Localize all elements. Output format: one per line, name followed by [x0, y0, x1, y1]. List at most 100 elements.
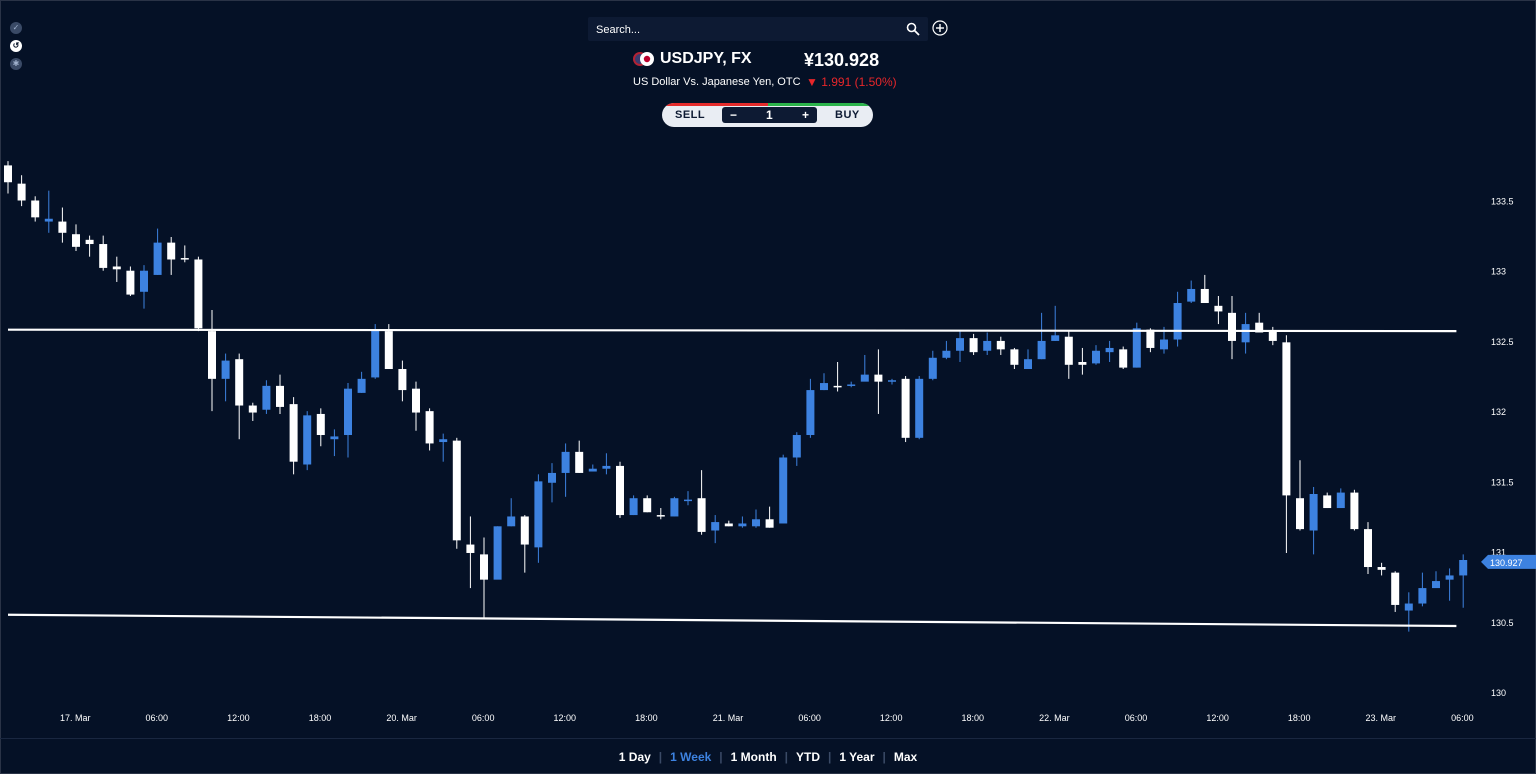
- candle-body: [1309, 493, 1318, 531]
- period-ytd[interactable]: YTD: [796, 750, 821, 764]
- increment-button[interactable]: +: [802, 108, 810, 122]
- period-max[interactable]: Max: [893, 750, 918, 764]
- candle-body: [262, 385, 271, 410]
- candle-body: [969, 338, 978, 353]
- buy-button[interactable]: BUY: [835, 109, 860, 121]
- decrement-button[interactable]: −: [730, 108, 738, 122]
- candle-body: [520, 516, 529, 545]
- candle-body: [711, 522, 720, 531]
- period-1-month[interactable]: 1 Month: [730, 750, 777, 764]
- candle-body: [928, 357, 937, 379]
- candle-body: [901, 378, 910, 438]
- undo-icon[interactable]: ↺: [10, 40, 22, 52]
- candle-body: [1350, 492, 1359, 530]
- current-price: ¥130.928: [804, 50, 880, 70]
- candle-body: [1255, 322, 1264, 333]
- candle-body: [1418, 588, 1427, 604]
- candle-body: [153, 242, 162, 275]
- candle-body: [316, 413, 325, 436]
- candle-body: [1214, 305, 1223, 312]
- candle-body: [194, 259, 203, 329]
- candle-body: [398, 369, 407, 391]
- quantity-value[interactable]: 1: [766, 108, 773, 122]
- candle-body: [1173, 303, 1182, 340]
- candle-body: [480, 554, 488, 580]
- search-icon[interactable]: [906, 22, 920, 36]
- candle-body: [656, 515, 665, 517]
- candle-body: [1200, 288, 1209, 304]
- candle-body: [1037, 340, 1046, 360]
- currency-flag-icon: [633, 52, 654, 66]
- separator: |: [719, 750, 723, 764]
- x-tick-label: 20. Mar: [386, 713, 417, 723]
- candle-body: [588, 468, 597, 472]
- separator: |: [658, 750, 663, 764]
- candle-body: [575, 451, 584, 473]
- candle-body: [99, 244, 108, 268]
- candle-body: [425, 411, 434, 444]
- candle-body: [1336, 492, 1345, 509]
- candle-body: [221, 360, 230, 379]
- candle-body: [180, 258, 189, 260]
- candle-body: [344, 388, 352, 436]
- candle-body: [44, 218, 53, 222]
- separator: |: [882, 750, 886, 764]
- candle-body: [452, 440, 461, 541]
- search-input[interactable]: [594, 20, 898, 40]
- check-icon[interactable]: ✓: [10, 22, 22, 34]
- x-tick-label: 18:00: [1288, 713, 1311, 723]
- candle-body: [684, 499, 692, 502]
- sell-button[interactable]: SELL: [675, 109, 706, 121]
- candle-body: [874, 374, 883, 382]
- x-tick-label: 18:00: [635, 713, 658, 723]
- candle-body: [956, 338, 964, 351]
- candle-body: [629, 498, 638, 516]
- y-tick-label: 132: [1491, 407, 1506, 417]
- candle-body: [779, 457, 788, 524]
- divider: [0, 738, 1536, 739]
- candlestick-chart[interactable]: 133.5 133 132.5 132 131.5 131 130.5 130 17. Mar 0…: [0, 0, 1536, 738]
- candle-body: [1132, 328, 1141, 368]
- candle-body: [493, 526, 502, 580]
- settings-icon[interactable]: ✱: [10, 58, 22, 70]
- candle-body: [806, 390, 815, 436]
- candle-body: [1445, 575, 1454, 580]
- y-tick-label: 131.5: [1491, 477, 1514, 487]
- candle-body: [1051, 335, 1060, 341]
- candle-body: [58, 221, 67, 233]
- candle-body: [1296, 498, 1304, 530]
- candle-body: [1119, 349, 1128, 368]
- candle-body: [833, 385, 842, 388]
- x-tick-label: 23. Mar: [1366, 713, 1397, 723]
- price-change: ▼ 1.991 (1.50%): [806, 75, 897, 89]
- candle-body: [915, 378, 924, 438]
- add-icon[interactable]: [932, 20, 948, 36]
- candle-body: [643, 498, 652, 513]
- period-1-year[interactable]: 1 Year: [839, 750, 875, 764]
- candle-body: [330, 436, 339, 440]
- candle-body: [303, 415, 312, 465]
- candle-body: [738, 523, 747, 527]
- y-tick-label: 130: [1491, 688, 1506, 698]
- y-tick-label: 133: [1491, 267, 1506, 277]
- period-1-day[interactable]: 1 Day: [618, 750, 651, 764]
- candle-body: [983, 340, 992, 351]
- candle-body: [670, 498, 679, 517]
- candle-body: [616, 465, 624, 516]
- candle-body: [1459, 559, 1468, 576]
- candle-body: [1078, 361, 1087, 365]
- candle-body: [602, 465, 611, 469]
- candle-body: [167, 242, 176, 260]
- candle-body: [208, 331, 216, 379]
- quantity-stepper: − 1 +: [722, 107, 817, 123]
- candle-body: [847, 384, 856, 386]
- candle-body: [1092, 350, 1100, 364]
- x-tick-label: 12:00: [554, 713, 577, 723]
- candle-body: [289, 404, 298, 462]
- x-tick-label: 06:00: [146, 713, 169, 723]
- separator: |: [828, 750, 832, 764]
- candle-body: [860, 374, 869, 382]
- x-tick-label: 06:00: [472, 713, 495, 723]
- candle-body: [1146, 329, 1155, 348]
- period-1-week[interactable]: 1 Week: [670, 750, 712, 764]
